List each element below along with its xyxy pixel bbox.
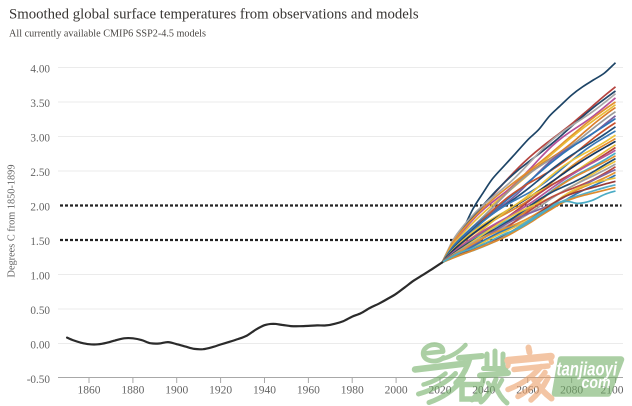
svg-text:3.00: 3.00 (30, 133, 50, 145)
svg-text:2.50: 2.50 (30, 167, 50, 179)
svg-text:2000: 2000 (385, 385, 408, 397)
svg-text:-0.50: -0.50 (27, 374, 51, 386)
svg-text:3.50: 3.50 (30, 98, 50, 110)
svg-text:0.00: 0.00 (30, 340, 50, 352)
svg-text:1.50: 1.50 (30, 236, 50, 248)
svg-text:1960: 1960 (297, 385, 320, 397)
svg-text:2.00: 2.00 (30, 202, 50, 214)
svg-text:Smoothed global surface temper: Smoothed global surface temperatures fro… (9, 7, 419, 23)
svg-text:tanjiaoyi: tanjiaoyi (557, 360, 618, 381)
svg-text:1940: 1940 (253, 385, 276, 397)
svg-text:1880: 1880 (121, 385, 144, 397)
svg-text:1860: 1860 (78, 385, 101, 397)
svg-text:1980: 1980 (341, 385, 364, 397)
svg-text:1920: 1920 (209, 385, 232, 397)
svg-text:1900: 1900 (165, 385, 188, 397)
svg-text:com: com (582, 373, 611, 392)
svg-text:Degrees C from 1850-1899: Degrees C from 1850-1899 (7, 165, 18, 278)
svg-text:1.00: 1.00 (30, 271, 50, 283)
svg-text:0.50: 0.50 (30, 305, 50, 317)
svg-text:4.00: 4.00 (30, 64, 50, 76)
svg-text:All currently available CMIP6: All currently available CMIP6 SSP2-4.5 m… (9, 29, 206, 40)
